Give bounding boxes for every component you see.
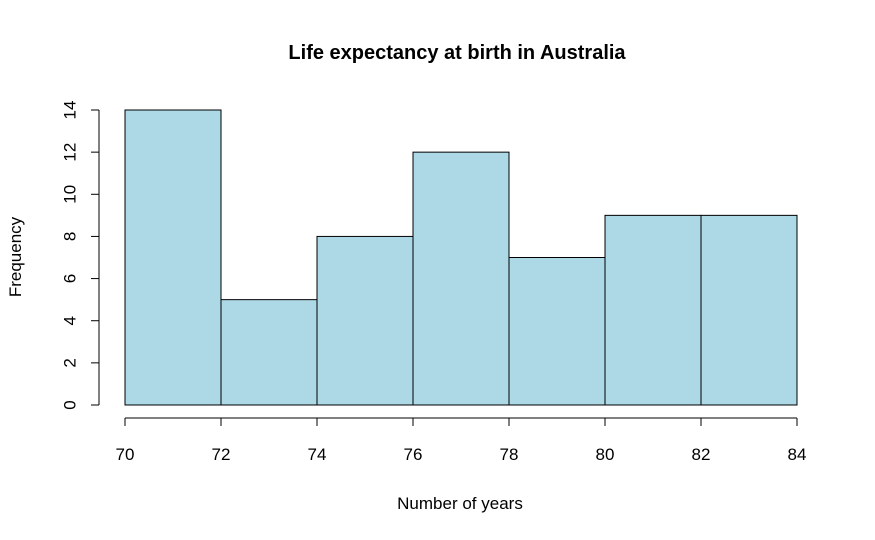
chart-title: Life expectancy at birth in Australia — [288, 42, 626, 64]
bar-72-74 — [220, 299, 318, 406]
y-tick-label: 6 — [61, 274, 80, 283]
bar-80-82 — [604, 214, 702, 406]
x-tick-label: 74 — [308, 445, 327, 464]
x-axis: 70 72 74 76 78 80 82 84 — [116, 417, 807, 464]
bar-70-72 — [124, 109, 222, 406]
y-axis: 0 2 4 6 8 10 12 14 — [61, 101, 100, 410]
x-tick-label: 82 — [692, 445, 711, 464]
bars-group — [124, 109, 798, 406]
y-tick-label: 4 — [61, 316, 80, 325]
bar-82-84 — [700, 214, 798, 406]
y-tick-label: 12 — [61, 143, 80, 162]
x-tick-label: 70 — [116, 445, 135, 464]
x-tick-label: 76 — [404, 445, 423, 464]
bar-78-80 — [508, 257, 606, 406]
x-tick-label: 72 — [212, 445, 231, 464]
x-tick-label: 78 — [500, 445, 519, 464]
x-tick-label: 80 — [596, 445, 615, 464]
y-tick-label: 8 — [61, 232, 80, 241]
y-tick-label: 10 — [61, 185, 80, 204]
bar-76-78 — [412, 151, 510, 406]
bar-74-76 — [316, 235, 414, 406]
y-tick-label: 0 — [61, 400, 80, 409]
y-tick-label: 14 — [61, 101, 80, 120]
x-axis-label: Number of years — [397, 494, 523, 513]
y-tick-label: 2 — [61, 358, 80, 367]
x-tick-label: 84 — [788, 445, 807, 464]
y-axis-label: Frequency — [6, 216, 25, 297]
